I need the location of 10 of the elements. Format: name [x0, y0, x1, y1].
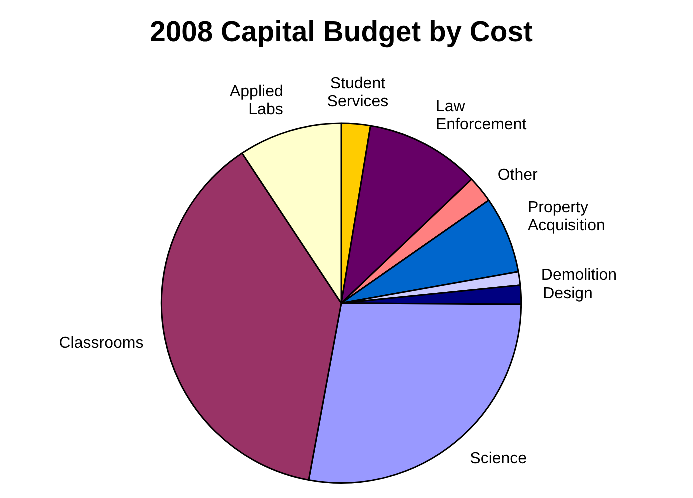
slice-label: Property Acquisition — [528, 200, 606, 235]
slice-label: Applied Labs — [230, 84, 284, 119]
slice-label: Law Enforcement — [436, 98, 528, 134]
slice-label: Student Services — [327, 76, 389, 111]
slice-label: Design — [543, 285, 593, 302]
slice-label: Other — [498, 167, 539, 184]
slice-label: Demolition — [541, 266, 618, 284]
slice-label: Classrooms — [59, 335, 144, 352]
chart-title: 2008 Capital Budget by Cost — [150, 16, 534, 48]
slice-label: Science — [470, 450, 528, 468]
